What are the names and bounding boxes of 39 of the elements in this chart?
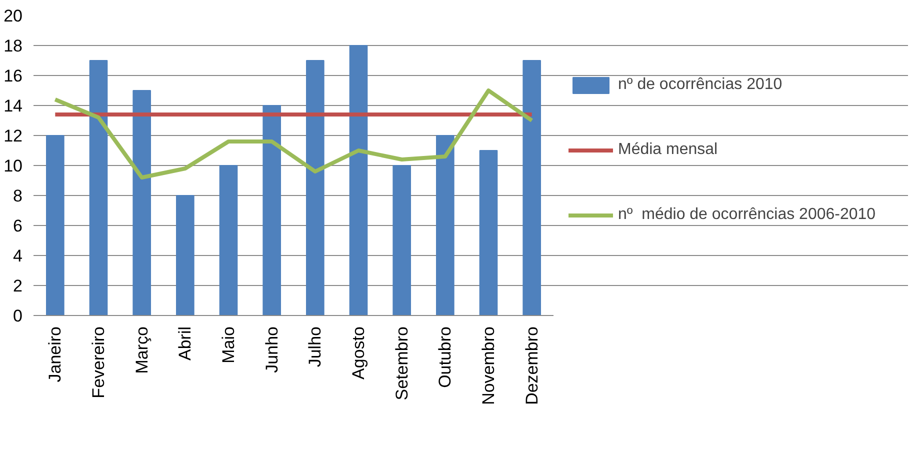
legend-label: nº de ocorrências 2010 — [618, 76, 782, 94]
y-tick-label: 6 — [13, 216, 23, 236]
bar — [132, 90, 151, 316]
bar — [262, 105, 281, 316]
x-tick-label: Junho — [262, 326, 282, 373]
y-tick-label: 20 — [4, 6, 23, 26]
y-tick-label: 0 — [13, 306, 23, 326]
bar — [479, 150, 498, 316]
y-tick-label: 2 — [13, 276, 23, 296]
x-tick-label: Maio — [219, 326, 238, 364]
line-series — [53, 88, 534, 180]
bar — [176, 195, 194, 316]
x-tick-label: Agosto — [349, 326, 368, 380]
bar — [89, 60, 108, 316]
x-tick-label: Setembro — [392, 326, 412, 400]
bar — [436, 135, 454, 316]
bar — [219, 165, 238, 316]
y-tick-label: 4 — [13, 246, 23, 266]
x-tick-label: Fevereiro — [89, 326, 108, 398]
y-tick-label: 12 — [4, 126, 23, 146]
y-tick-label: 18 — [4, 36, 23, 56]
x-tick-label: Abril — [176, 326, 195, 361]
x-tick-label: Novembro — [479, 326, 498, 405]
y-tick-label: 8 — [13, 186, 23, 206]
x-tick-label: Dezembro — [522, 326, 542, 405]
x-tick-label: Janeiro — [46, 326, 65, 382]
x-tick-label: Julho — [306, 326, 325, 368]
legend-label: nº médio de ocorrências 2006-2010 — [618, 206, 876, 224]
y-tick-label: 14 — [4, 96, 23, 116]
bar — [349, 45, 368, 316]
bar — [522, 60, 541, 316]
x-tick-label: Outubro — [436, 326, 455, 388]
bar — [306, 60, 324, 316]
legend-label: Média mensal — [618, 141, 718, 159]
bar — [46, 135, 64, 316]
bar — [392, 165, 411, 316]
x-tick-label: Março — [132, 326, 152, 374]
y-tick-label: 10 — [4, 156, 23, 176]
y-tick-label: 16 — [4, 66, 23, 86]
